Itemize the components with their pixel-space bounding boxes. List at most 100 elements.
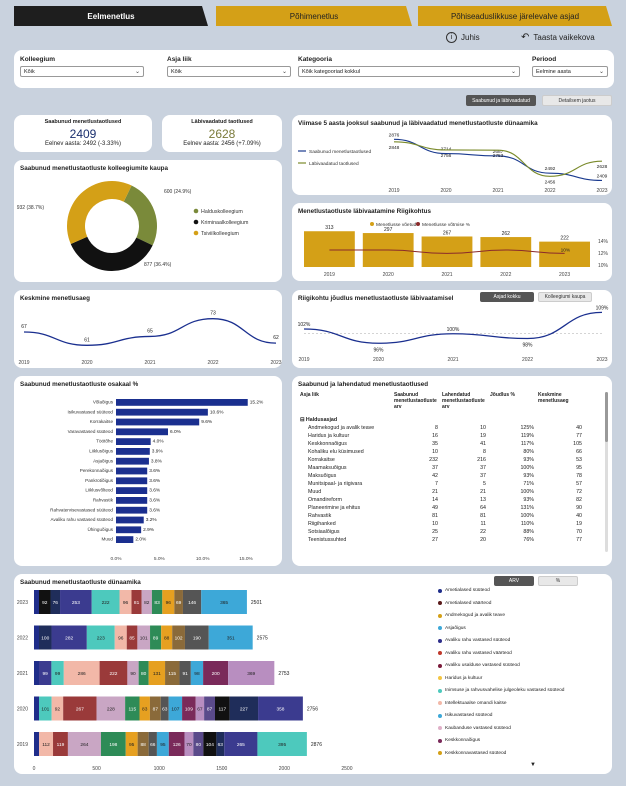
legend-item[interactable]: Avaliku rahu vastased väärteod <box>438 651 512 656</box>
segment-label: 96 <box>166 600 172 606</box>
info-icon: i <box>446 32 457 43</box>
filter-kategooria-select[interactable]: Kõik kategooriad kokkul ⌄ <box>298 66 520 77</box>
kolleegiumi-kaupa-button[interactable]: Kolleegiumi kaupa <box>538 292 592 302</box>
x-tick-label: 1000 <box>154 766 165 772</box>
legend-scroll-down-icon[interactable]: ▼ <box>530 762 536 768</box>
table-row: Keskkonnaõigus 35 41 117% 105 <box>298 440 584 448</box>
table-cell: 7 <box>435 481 438 487</box>
reset-button[interactable]: ↶ Taasta vaikekova <box>521 32 595 43</box>
table-cell: 14 <box>432 497 438 503</box>
bar-segment <box>99 661 128 685</box>
legend-item[interactable]: Haridus ja kultuur <box>438 676 482 681</box>
x-tick-label: 2023 <box>596 188 607 194</box>
data-label: 67 <box>21 324 27 330</box>
column-header[interactable]: Saabunud menetlustaotluste arv <box>394 392 437 410</box>
bar-segment <box>201 590 247 614</box>
table-scrollbar[interactable] <box>605 392 608 552</box>
table-cell: 77 <box>576 537 582 543</box>
filter-kategooria-label: Kategooria <box>298 56 332 63</box>
bar <box>539 241 590 267</box>
table-cell: Sotsiaalõigus <box>308 529 340 535</box>
column-header[interactable]: Keskmine menetlusaeg <box>538 392 569 404</box>
bar-segment <box>168 696 183 721</box>
bar-segment <box>182 590 202 614</box>
bar-segment <box>50 590 61 614</box>
column-header[interactable]: Lahendatud menetlustaotluste arv <box>442 392 485 410</box>
legend-swatch <box>438 588 442 593</box>
legend-item[interactable]: Isikuvastased süüteod <box>438 713 492 718</box>
bar-segment <box>86 625 115 650</box>
filter-periood-select[interactable]: Eelmine aasta ⌄ <box>532 66 608 77</box>
filter-kolleegium-select[interactable]: Kõik ⌄ <box>20 66 144 77</box>
kpi-saabunud-card: Saabunud menetlustaotlused 2409 Eelnev a… <box>14 115 152 152</box>
legend-item[interactable]: Inimsuse ja rahvusvahelise julgeoleku va… <box>438 688 564 693</box>
bar-segment <box>34 661 40 685</box>
tab-eelmenetlus[interactable]: Eelmenetlus <box>14 6 208 26</box>
table-card: Saabunud ja lahendatud menetlustaotlused… <box>292 376 612 566</box>
legend-item[interactable]: Ametialased süüteod <box>438 588 490 593</box>
bar-segment <box>216 732 225 756</box>
table-cell: Teenistussuhted <box>308 537 347 543</box>
help-button[interactable]: i Juhis <box>446 32 480 43</box>
legend-label: Ametialased süüteod <box>445 588 490 593</box>
segment-label: 223 <box>97 636 105 642</box>
table-cell: 41 <box>480 441 486 447</box>
segment-label: 76 <box>53 600 59 606</box>
bar-label: 262 <box>502 231 511 237</box>
column-header[interactable]: Asja liik <box>300 392 319 398</box>
legend-swatch <box>438 726 442 730</box>
legend-item[interactable]: Keskkonnaõigus <box>438 738 480 743</box>
legend-item[interactable]: Andmekogud ja avalik teave <box>438 613 505 618</box>
table-row: Andmekogud ja avalik teave 8 10 125% 40 <box>298 424 584 432</box>
kpi-title: Läbivaadatud taotlused <box>191 119 253 125</box>
segment-label: 358 <box>276 707 284 713</box>
bar-segment <box>229 696 259 721</box>
legend-item[interactable]: Avaliku rahu vastased süüteod <box>438 638 510 643</box>
segment-label: 81 <box>134 600 140 606</box>
group-row[interactable]: ⊟ Haldusasjad <box>298 416 584 424</box>
bar-label: 2.9% <box>143 527 155 533</box>
legend-label: Saabunud menetlustaotlused <box>309 149 371 155</box>
segment-label: 96 <box>123 600 129 606</box>
scrollbar-thumb[interactable] <box>605 392 608 442</box>
percent-button[interactable]: % <box>538 576 578 586</box>
legend-swatch <box>438 751 442 755</box>
chart-title: Saabunud menetlustaotluste dünaamika <box>20 579 141 586</box>
legend-swatch <box>438 613 442 618</box>
legend-item[interactable]: Ametialased väärteod <box>438 601 491 606</box>
table-row: Sotsiaalõigus 25 22 88% 70 <box>298 528 584 536</box>
legend-label: Läbivaadatud taotlused <box>309 161 359 167</box>
segment-label: 85 <box>129 636 135 642</box>
tab-pohiseaduslikkus[interactable]: Põhiseaduslikkuse järelevalve asjad <box>418 6 612 26</box>
asjad-kokku-button[interactable]: Asjad kokku <box>480 292 534 302</box>
bar-label: 3.8% <box>151 458 163 464</box>
data-label: 100% <box>447 327 460 333</box>
table-cell: Haridus ja kultuur <box>308 433 350 439</box>
table-cell: 232 <box>429 457 438 463</box>
toggle-detail-button[interactable]: Detailsem jaotus <box>542 95 612 106</box>
bar-segment <box>203 661 229 685</box>
legend-label: Menetlusse võetud <box>376 222 417 228</box>
legend-item[interactable]: Asjaõigus <box>438 626 466 631</box>
legend-item[interactable]: Kaubanduse vastased süüteod <box>438 726 511 731</box>
segment-label: 102 <box>175 636 183 642</box>
table-cell: 110% <box>520 521 534 527</box>
data-label: 2628 <box>597 164 608 170</box>
bar-label: 3.6% <box>149 478 161 484</box>
bar-label: 3.9% <box>152 449 164 455</box>
column-header[interactable]: Jõudlus % <box>490 392 516 398</box>
segment-label: 70 <box>186 742 192 748</box>
legend-item[interactable]: Keskkonnavastased süüteod <box>438 751 506 756</box>
tab-pohimenetlus[interactable]: Põhimenetlus <box>216 6 412 26</box>
arv-button[interactable]: ARV <box>494 576 534 586</box>
toggle-saabunud-button[interactable]: Saabunud ja läbivaadatud <box>466 95 536 106</box>
legend-item[interactable]: Avaliku usalduse vastased süüteod <box>438 663 520 668</box>
legend-item[interactable]: Intellektuaalse omandi kaitse <box>438 701 507 706</box>
chart-title: Menetlustaotluste läbivaatamine Riigikoh… <box>298 208 431 215</box>
filter-asjaliik-select[interactable]: Kõik ⌄ <box>167 66 291 77</box>
category-label: Pankrotiõigus <box>85 478 114 483</box>
segment-label: 82 <box>144 600 150 606</box>
table-row: Korrakaitse 232 216 93% 53 <box>298 456 584 464</box>
data-label: 2753 <box>493 153 504 159</box>
segment-label: 92 <box>42 600 48 606</box>
